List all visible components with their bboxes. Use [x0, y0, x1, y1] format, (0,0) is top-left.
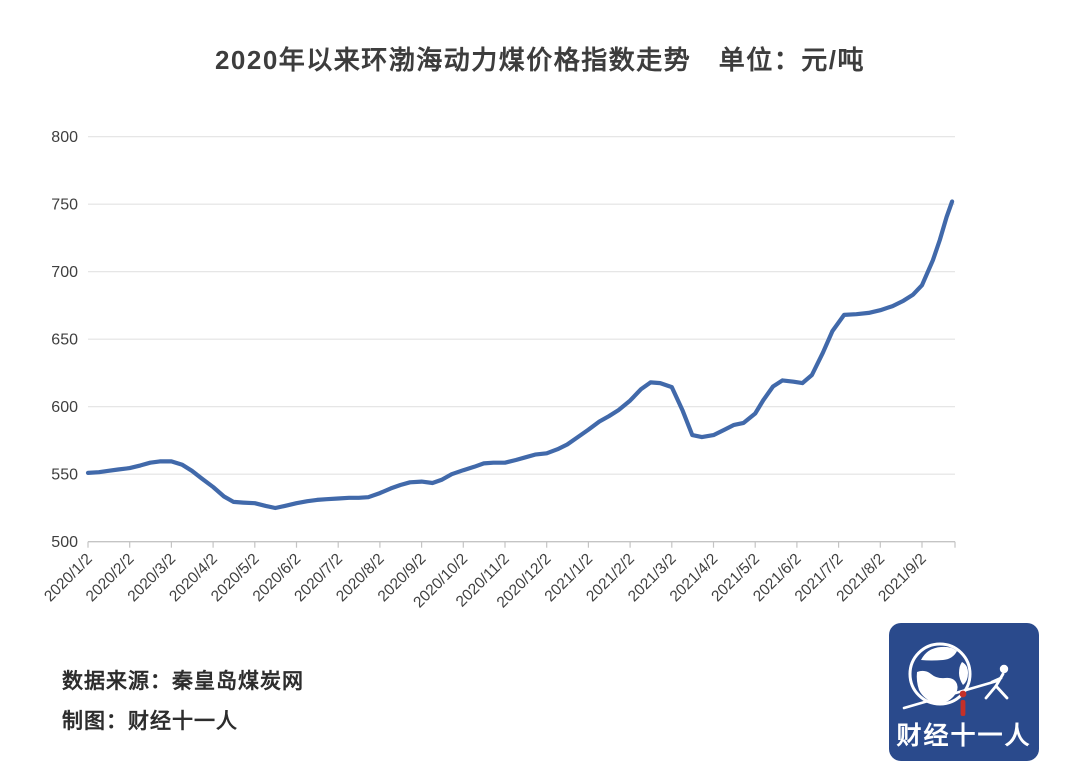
- price-index-line: [85, 199, 955, 511]
- y-tick-label: 700: [51, 264, 78, 281]
- fencer-icon: [984, 664, 1009, 700]
- fencing-sword-icon: [902, 679, 999, 710]
- chart-credit-label: 制图：财经十一人: [62, 710, 238, 733]
- y-tick-label: 550: [51, 467, 78, 484]
- chart-title: 2020年以来环渤海动力煤价格指数走势 单位：元/吨: [214, 45, 866, 75]
- y-tick-label: 500: [51, 534, 78, 551]
- footer: 数据来源：秦皇岛煤炭网 制图：财经十一人: [62, 662, 304, 742]
- y-tick-label: 750: [51, 197, 78, 214]
- y-tick-label: 650: [51, 332, 78, 349]
- publisher-logo: 财经十一人: [889, 623, 1039, 761]
- logo-wordmark: 财经十一人: [896, 721, 1031, 750]
- red-accent-mark: [959, 690, 967, 716]
- data-source-label: 数据来源：秦皇岛煤炭网: [62, 670, 304, 693]
- y-tick-label: 600: [51, 399, 78, 416]
- y-tick-label: 800: [51, 129, 78, 146]
